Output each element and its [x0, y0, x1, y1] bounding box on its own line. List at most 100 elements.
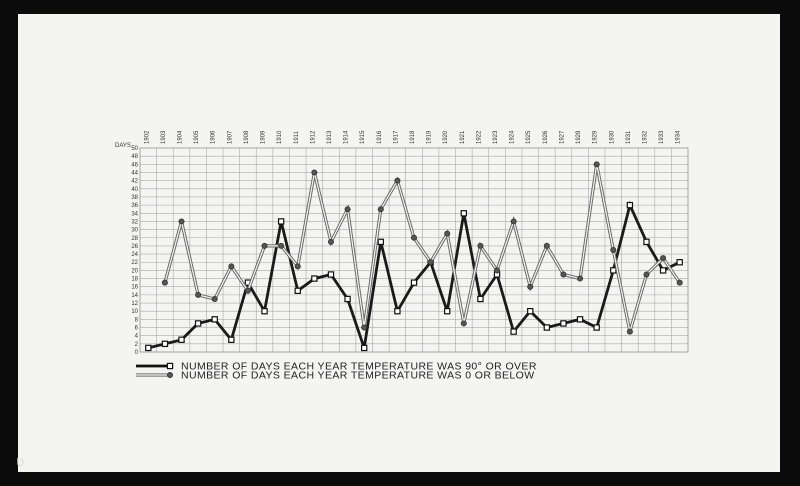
chart-series	[145, 161, 683, 352]
data-point-square	[676, 259, 683, 266]
paper-sheet	[18, 14, 780, 472]
data-point-square	[277, 218, 285, 225]
data-point-circle	[261, 242, 268, 249]
data-point-square	[161, 340, 169, 348]
y-tick-label: 42	[131, 179, 138, 185]
x-tick-label: 1929	[593, 130, 599, 144]
data-point-square	[477, 295, 484, 303]
data-point-square	[360, 344, 368, 352]
x-tick-label: 1916	[377, 130, 383, 144]
data-point-circle	[228, 263, 235, 270]
data-point-square	[576, 316, 584, 323]
y-tick-label: 2	[135, 342, 139, 348]
data-point-circle	[161, 279, 168, 286]
x-tick-label: 1913	[327, 130, 333, 144]
y-tick-label: 14	[131, 293, 138, 299]
y-tick-label: 24	[131, 252, 138, 258]
data-point-square	[228, 336, 235, 343]
y-tick-label: 12	[131, 301, 138, 307]
x-tick-label: 1904	[178, 130, 184, 144]
y-tick-label: 10	[131, 309, 138, 315]
data-point-circle	[444, 230, 451, 237]
data-point-circle	[394, 177, 401, 184]
plot-frame	[139, 147, 689, 353]
data-point-square	[145, 344, 152, 352]
data-point-circle	[660, 255, 667, 262]
y-axis-tick-labels: 0246810121416182022242628303234363840424…	[131, 146, 138, 356]
x-tick-label: 1930	[609, 130, 615, 144]
y-tick-label: 20	[131, 268, 138, 274]
data-point-square	[327, 271, 335, 278]
data-point-circle	[178, 218, 185, 225]
y-tick-label: 6	[135, 326, 139, 332]
data-point-square	[610, 267, 617, 274]
data-point-square	[560, 320, 567, 327]
data-point-circle	[477, 242, 484, 249]
y-axis-label: DAYS	[115, 143, 131, 149]
data-point-circle	[593, 161, 600, 168]
legend-label: NUMBER OF DAYS EACH YEAR TEMPERATURE WAS…	[181, 361, 537, 373]
data-point-square	[444, 308, 451, 315]
data-point-square	[178, 336, 185, 343]
x-tick-label: 1902	[144, 130, 150, 144]
data-point-circle	[577, 275, 584, 282]
x-tick-label: 1921	[460, 130, 466, 144]
data-point-circle	[610, 246, 617, 253]
data-point-circle	[377, 206, 384, 213]
data-point-square	[659, 267, 667, 274]
y-tick-label: 18	[131, 277, 138, 283]
x-tick-label: 1905	[194, 130, 200, 144]
data-point-square	[460, 210, 468, 217]
x-tick-label: 1914	[344, 130, 350, 144]
x-tick-label: 1907	[227, 130, 233, 144]
chart-grid	[139, 147, 689, 353]
y-tick-label: 26	[131, 244, 138, 250]
data-point-square	[394, 308, 401, 315]
y-tick-label: 40	[131, 187, 138, 193]
data-point-square	[527, 308, 534, 315]
x-tick-label: 1922	[476, 130, 482, 144]
data-point-circle	[311, 169, 318, 176]
x-tick-label: 1912	[310, 130, 316, 144]
x-tick-label: 1926	[543, 130, 549, 144]
data-point-square	[626, 201, 634, 209]
x-tick-label: 1908	[244, 130, 250, 144]
legend-label: NUMBER OF DAYS EACH YEAR TEMPERATURE WAS…	[181, 370, 535, 382]
x-tick-label: 1903	[161, 130, 167, 144]
data-point-square	[543, 324, 551, 331]
x-tick-label: 1906	[211, 130, 217, 144]
data-point-circle	[244, 287, 251, 294]
data-point-square	[294, 287, 301, 295]
data-point-circle	[494, 267, 501, 274]
x-tick-label: 1917	[393, 130, 399, 144]
page-mark: ʋ	[16, 454, 25, 470]
x-tick-label: 1915	[360, 130, 366, 144]
data-point-circle	[294, 263, 301, 270]
data-point-circle	[195, 291, 202, 298]
data-point-square	[593, 324, 600, 331]
x-tick-label: 1909	[261, 130, 267, 144]
x-tick-label: 1932	[642, 130, 648, 144]
x-tick-label: 1918	[410, 130, 416, 144]
y-tick-label: 38	[131, 195, 138, 201]
x-tick-label: 1910	[277, 130, 283, 144]
y-tick-label: 16	[131, 285, 138, 291]
series-line-cold-inner	[164, 164, 681, 332]
y-tick-label: 22	[131, 260, 138, 266]
x-tick-label: 1919	[427, 130, 433, 144]
data-point-circle	[327, 238, 334, 245]
y-tick-label: 44	[131, 170, 138, 176]
data-point-square	[377, 238, 384, 246]
x-tick-label: 1927	[559, 130, 565, 144]
data-point-circle	[626, 328, 633, 335]
chart-legend: NUMBER OF DAYS EACH YEAR TEMPERATURE WAS…	[136, 361, 537, 382]
data-point-square	[194, 320, 202, 327]
data-point-circle	[410, 234, 417, 241]
data-point-circle	[427, 259, 434, 266]
data-point-square	[261, 308, 268, 315]
y-tick-label: 46	[131, 162, 138, 168]
y-tick-label: 32	[131, 219, 138, 225]
data-point-circle	[278, 242, 285, 249]
x-tick-label: 1928	[576, 130, 582, 144]
